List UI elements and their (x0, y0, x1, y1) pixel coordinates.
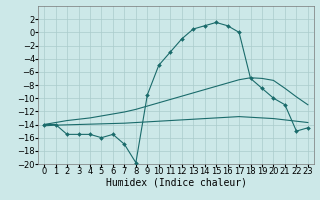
X-axis label: Humidex (Indice chaleur): Humidex (Indice chaleur) (106, 178, 246, 188)
